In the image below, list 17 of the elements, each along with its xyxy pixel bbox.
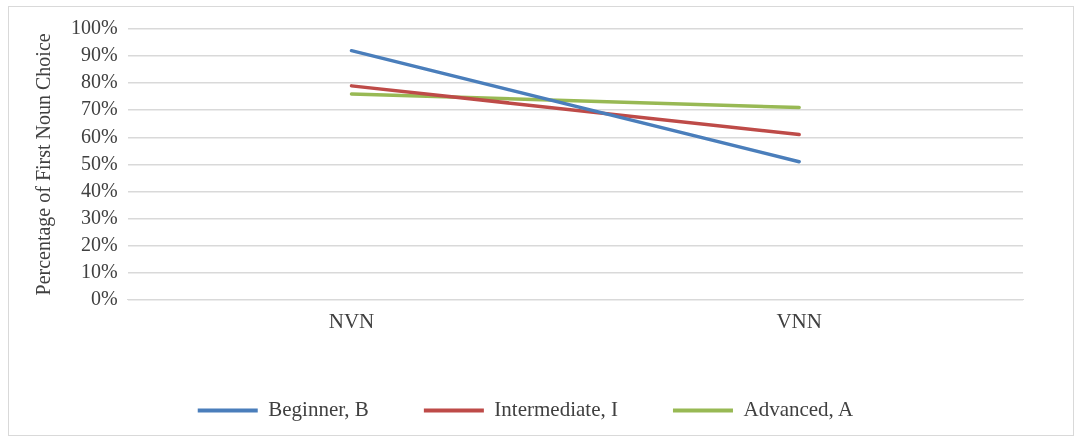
y-tick-label: 0% (90, 287, 118, 310)
y-tick-label: 20% (80, 232, 118, 255)
y-tick-label: 100% (70, 16, 118, 39)
y-tick-label: 50% (80, 151, 118, 174)
legend-label: Beginner, B (268, 397, 369, 422)
y-tick-label: 80% (80, 70, 118, 93)
y-tick-label: 70% (80, 97, 118, 120)
legend-label: Intermediate, I (494, 397, 618, 422)
y-axis-title: Percentage of First Noun Choice (32, 33, 56, 296)
legend-label: Advanced, A (743, 397, 854, 422)
y-tick-label: 60% (80, 124, 118, 147)
y-tick-label: 40% (80, 178, 118, 201)
x-tick-label: VNN (776, 308, 822, 333)
x-tick-label: NVN (328, 308, 375, 333)
y-tick-label: 10% (80, 259, 118, 282)
y-tick-label: 90% (80, 43, 118, 66)
y-tick-label: 30% (80, 205, 118, 228)
